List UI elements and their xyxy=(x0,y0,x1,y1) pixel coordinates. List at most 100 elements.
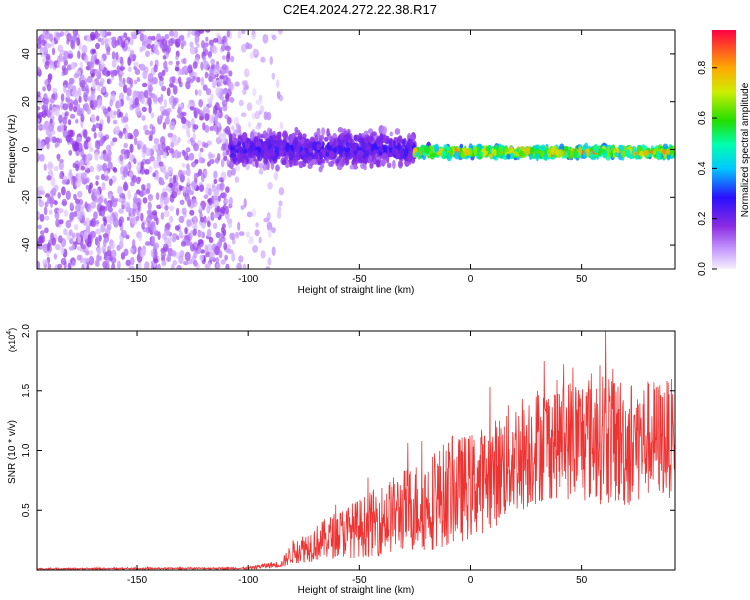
spectrogram-cell xyxy=(96,115,100,122)
snr-y-ticks: 0.5 1.0 1.5 2.0 xyxy=(21,324,675,517)
spectrogram-x-ticks: -150 -100 -50 0 50 xyxy=(127,30,588,285)
spectrogram-cell xyxy=(238,231,245,237)
spectrogram-cell xyxy=(178,35,185,41)
spectrogram-cell xyxy=(74,198,80,205)
spectrogram-cell xyxy=(121,40,126,49)
spectrogram-cell xyxy=(99,155,104,160)
spectrogram-cell xyxy=(221,64,228,70)
spectrogram-cell xyxy=(136,176,141,185)
spectrogram-cell xyxy=(404,148,409,158)
spectrogram-cell xyxy=(37,42,42,49)
spectrogram-cell xyxy=(106,70,111,77)
spectrogram-cell xyxy=(394,148,400,157)
spectrogram-cell xyxy=(277,206,282,212)
spectrogram-cell xyxy=(234,81,240,87)
spectrogram-cell xyxy=(92,48,97,54)
spectrogram-cell xyxy=(105,201,111,209)
spectrogram-cell xyxy=(319,151,323,160)
spectrogram-cell xyxy=(157,143,162,152)
spectrogram-y-axis-label: Frequency (Hz) xyxy=(7,115,18,184)
spectrogram-cell xyxy=(95,220,100,225)
spectrogram-cell xyxy=(159,76,164,81)
spectrogram-cell xyxy=(91,127,97,132)
spectrogram-cell xyxy=(180,116,187,124)
colorbar-gradient xyxy=(712,30,736,269)
spectrogram-cell xyxy=(214,245,220,256)
spectrogram-cell xyxy=(236,262,242,269)
spectrogram-cell xyxy=(189,106,195,111)
spectrogram-cell xyxy=(235,145,239,151)
spectrogram-cell xyxy=(506,153,511,160)
spectrogram-cell xyxy=(381,159,387,165)
spectrogram-cell xyxy=(74,224,79,231)
spectrogram-cell xyxy=(170,263,175,269)
spectrogram-cell xyxy=(52,87,58,94)
spectrogram-cell xyxy=(48,123,55,132)
spectrogram-cell xyxy=(63,84,67,93)
spectrogram-cell xyxy=(44,227,49,234)
spectrogram-cell xyxy=(174,225,180,231)
spectrogram-cell xyxy=(223,155,228,162)
spectrogram-cell xyxy=(169,121,176,131)
spectrogram-cell xyxy=(207,97,212,104)
spectrogram-cell xyxy=(169,76,175,84)
spectrogram-cell xyxy=(65,219,72,229)
spectrogram-cell xyxy=(231,167,236,176)
spectrogram-cell xyxy=(174,66,180,72)
spectrogram-cell xyxy=(39,213,45,222)
spectrogram-cell xyxy=(210,211,215,221)
spectrogram-cell xyxy=(140,212,144,222)
spectrogram-cell xyxy=(192,61,198,69)
spectrogram-cell xyxy=(99,64,105,71)
spectrogram-cell xyxy=(97,196,104,204)
spectrogram-cell xyxy=(129,143,134,153)
spectrogram-cell xyxy=(258,236,262,244)
spectrogram-cell xyxy=(263,217,270,223)
spectrogram-cell xyxy=(45,53,51,61)
spectrogram-cell xyxy=(145,241,151,246)
spectrogram-cell xyxy=(127,57,132,66)
spectrogram-cell xyxy=(67,82,72,90)
spectrogram-cell xyxy=(432,152,437,158)
spectrogram-cell xyxy=(119,240,124,250)
spectrogram-cell xyxy=(172,174,177,184)
spectrogram-cell xyxy=(148,87,152,97)
spectrogram-cell xyxy=(221,132,227,138)
spectrogram-cell xyxy=(207,220,211,228)
spectrogram-cell xyxy=(167,166,173,175)
snr-multiplier-base: (x10 xyxy=(7,335,17,353)
spectrogram-cell xyxy=(216,137,220,145)
spectrogram-cell xyxy=(111,39,117,49)
spectrogram-cell xyxy=(57,138,63,144)
spectrogram-cell xyxy=(90,217,97,228)
spectrogram-cell xyxy=(181,163,186,168)
spectrogram-cell xyxy=(152,144,158,151)
spectrogram-cell xyxy=(278,200,283,207)
spectrogram-cell xyxy=(70,39,75,49)
spectrogram-cell xyxy=(237,221,241,231)
colorbar-tick-label: 0.2 xyxy=(697,211,708,225)
spectrogram-cell xyxy=(349,164,355,170)
spectrogram-cell xyxy=(131,103,137,109)
spectrogram-cell xyxy=(164,66,169,73)
spectrogram-cell xyxy=(177,106,182,115)
spectrogram-cell xyxy=(165,145,171,151)
spectrogram-cell xyxy=(293,143,297,150)
spectrogram-cell xyxy=(86,34,91,43)
spectrogram-cell xyxy=(219,95,225,101)
spectrogram-cell xyxy=(460,151,465,159)
spectrogram-cell xyxy=(448,147,454,157)
spectrogram-cell xyxy=(144,169,150,175)
spectrogram-cell xyxy=(113,110,117,116)
spectrogram-cell xyxy=(48,209,53,216)
spectrogram-cell xyxy=(47,75,52,84)
spectrogram-cell xyxy=(97,131,103,138)
spectrogram-cell xyxy=(161,259,167,267)
spectrogram-cell xyxy=(64,111,69,117)
spectrogram-cell xyxy=(133,128,140,138)
spectrogram-cell xyxy=(47,110,51,117)
spectrogram-cell xyxy=(205,30,211,33)
spectrogram-cell xyxy=(121,204,125,210)
spectrogram-cell xyxy=(102,239,107,247)
spectrogram-cell xyxy=(394,128,401,135)
